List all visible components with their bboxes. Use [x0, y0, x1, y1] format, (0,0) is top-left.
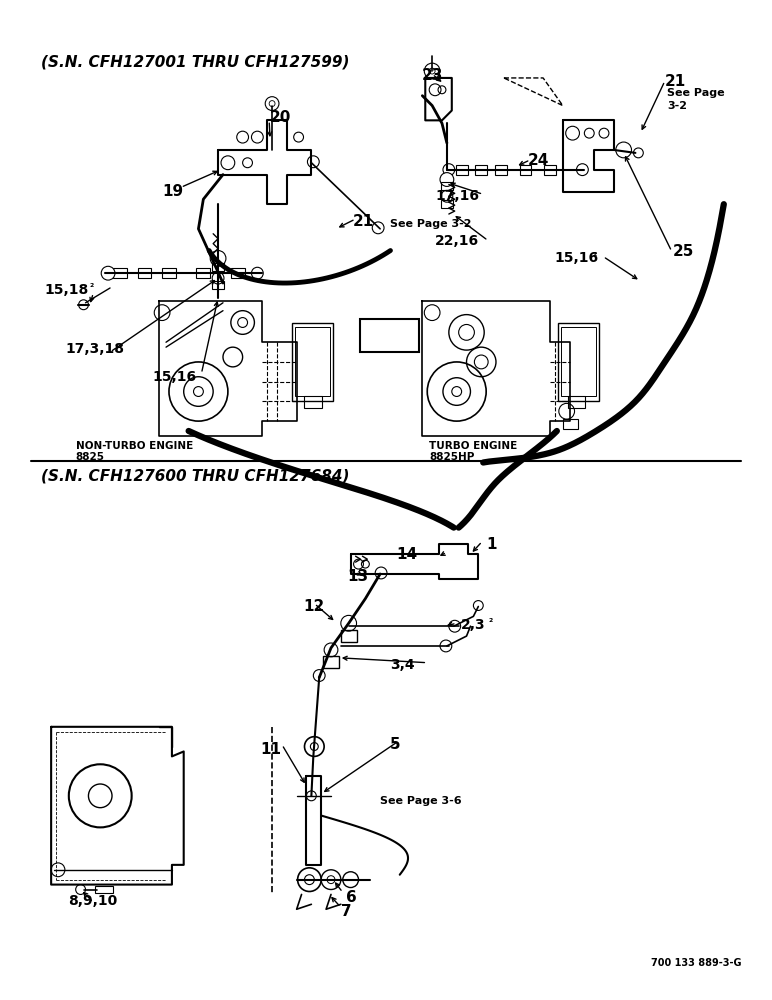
Bar [495, 165, 506, 175]
Text: 3-2: 3-2 [667, 101, 687, 111]
Bar [563, 419, 578, 429]
Text: 14: 14 [397, 547, 418, 562]
Text: ²: ² [90, 283, 93, 293]
Circle shape [440, 640, 452, 652]
Bar [441, 200, 452, 208]
Text: 17,16: 17,16 [435, 189, 479, 203]
Bar [95, 886, 113, 893]
Bar [304, 396, 322, 408]
Circle shape [441, 190, 452, 202]
Circle shape [343, 872, 358, 888]
Bar [292, 322, 333, 401]
Text: 1: 1 [486, 537, 496, 552]
Bar [567, 396, 585, 408]
Text: NON-TURBO ENGINE
8825: NON-TURBO ENGINE 8825 [76, 441, 193, 462]
Bar [544, 165, 556, 175]
Text: ²: ² [592, 251, 597, 261]
Text: 15,18: 15,18 [44, 283, 89, 297]
Text: 8,9,10: 8,9,10 [68, 894, 117, 908]
Text: 13: 13 [347, 569, 369, 584]
Circle shape [306, 791, 317, 801]
Circle shape [372, 222, 384, 234]
Circle shape [577, 164, 588, 176]
Circle shape [307, 156, 320, 168]
Bar [441, 182, 452, 190]
Bar [340, 630, 357, 642]
FancyBboxPatch shape [361, 319, 419, 352]
Circle shape [252, 267, 263, 279]
Text: TURBO ENGINE
8825HP: TURBO ENGINE 8825HP [429, 441, 517, 462]
Text: See Page 3-6: See Page 3-6 [380, 796, 462, 806]
Text: 15,16: 15,16 [555, 251, 599, 265]
Circle shape [313, 670, 325, 681]
Text: 3,4: 3,4 [390, 658, 415, 672]
Text: See Page 3-2: See Page 3-2 [390, 219, 472, 229]
Circle shape [375, 567, 387, 579]
Circle shape [101, 266, 115, 280]
Bar [212, 263, 224, 271]
Text: 6: 6 [346, 890, 357, 905]
Bar [560, 327, 596, 396]
Text: (S.N. CFH127600 THRU CFH127684): (S.N. CFH127600 THRU CFH127684) [42, 468, 350, 483]
Bar [455, 165, 468, 175]
Text: 7: 7 [340, 904, 351, 919]
Bar [476, 165, 487, 175]
Bar [323, 656, 339, 668]
Text: 15,16: 15,16 [152, 370, 196, 384]
Bar [558, 322, 599, 401]
Circle shape [324, 643, 338, 657]
Text: 11: 11 [260, 742, 281, 757]
Circle shape [212, 272, 224, 284]
Text: 21: 21 [353, 214, 374, 229]
Text: 2,3: 2,3 [461, 618, 486, 632]
Text: 22,16: 22,16 [435, 234, 479, 248]
Bar [137, 268, 151, 278]
Circle shape [616, 142, 631, 158]
Text: 19: 19 [162, 184, 183, 199]
Text: ²: ² [488, 618, 493, 628]
Text: 12: 12 [303, 599, 325, 614]
Text: 17,3,18: 17,3,18 [66, 342, 125, 356]
Bar [295, 327, 330, 396]
Bar [196, 268, 210, 278]
Text: 24: 24 [527, 153, 549, 168]
Text: FWD: FWD [374, 329, 406, 342]
Circle shape [321, 870, 340, 890]
Bar [231, 268, 245, 278]
Bar [212, 281, 224, 289]
Circle shape [210, 251, 226, 266]
Text: See Page: See Page [667, 88, 724, 98]
Text: 5: 5 [390, 737, 401, 752]
Circle shape [440, 173, 454, 186]
Text: 25: 25 [672, 244, 694, 259]
Text: 20: 20 [270, 110, 292, 125]
Text: 700 133 889-3-G: 700 133 889-3-G [651, 958, 741, 968]
Circle shape [449, 620, 461, 632]
Bar [520, 165, 531, 175]
Circle shape [340, 615, 357, 631]
Text: 23: 23 [422, 68, 442, 83]
Text: 21: 21 [665, 74, 686, 89]
Circle shape [304, 737, 324, 756]
Bar [162, 268, 176, 278]
Circle shape [298, 868, 321, 891]
Bar [113, 268, 127, 278]
Text: (S.N. CFH127001 THRU CFH127599): (S.N. CFH127001 THRU CFH127599) [42, 54, 350, 69]
Circle shape [443, 164, 455, 176]
